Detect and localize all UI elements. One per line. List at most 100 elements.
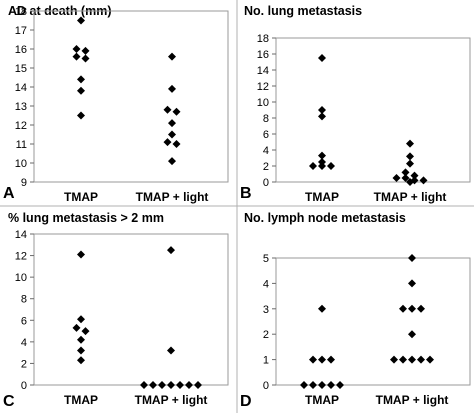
data-point xyxy=(408,254,416,262)
data-point xyxy=(327,381,335,389)
x-category-label: TMAP xyxy=(305,393,339,407)
data-point xyxy=(77,75,85,84)
plot-frame xyxy=(275,37,471,183)
y-tick-label: 4 xyxy=(263,278,269,290)
y-tick-label: 14 xyxy=(257,65,269,77)
y-tick-label: 4 xyxy=(263,145,269,157)
data-point xyxy=(399,304,407,313)
data-point xyxy=(185,381,193,389)
data-point xyxy=(399,355,407,364)
panel-C: % lung metastasis > 2 mm 0 2 4 6 8 10 12 14 TMAP T… xyxy=(3,211,229,410)
data-point xyxy=(77,346,85,355)
y-tick-label: 13 xyxy=(15,101,27,113)
data-point xyxy=(417,304,425,313)
panel-letter: C xyxy=(3,393,15,410)
data-point xyxy=(163,105,172,114)
data-point xyxy=(318,162,326,170)
data-point xyxy=(419,176,428,185)
y-tick-label: 8 xyxy=(21,294,27,306)
data-point xyxy=(406,178,414,186)
data-point xyxy=(77,356,85,365)
y-tick-label: 1 xyxy=(263,355,269,367)
data-point xyxy=(140,381,148,389)
data-point xyxy=(77,315,85,324)
plot-frame xyxy=(275,257,471,386)
x-category-label: TMAP xyxy=(64,393,98,407)
data-point xyxy=(168,157,176,166)
plot-frame xyxy=(33,10,229,183)
data-point xyxy=(318,106,326,114)
data-point xyxy=(149,381,157,389)
y-tick-label: 2 xyxy=(21,358,27,370)
data-point xyxy=(406,152,414,161)
x-category-label: TMAP xyxy=(64,190,98,204)
y-tick-label: 6 xyxy=(21,315,27,327)
data-point xyxy=(77,335,85,344)
y-tick-label: 14 xyxy=(15,229,27,241)
data-point xyxy=(163,138,172,147)
x-category-label: TMAP + light xyxy=(374,190,447,204)
x-category-label: TMAP xyxy=(305,190,339,204)
data-point xyxy=(318,54,326,62)
y-tick-label: 2 xyxy=(263,161,269,173)
y-tick-label: 8 xyxy=(263,113,269,125)
y-tick-label: 0 xyxy=(263,177,269,189)
panel-letter: B xyxy=(240,185,252,202)
y-tick-label: 12 xyxy=(15,120,27,132)
data-point xyxy=(300,381,308,389)
y-tick-label: 4 xyxy=(21,337,27,349)
y-tick-label: 18 xyxy=(257,33,269,45)
y-tick-label: 12 xyxy=(257,81,269,93)
data-point xyxy=(77,250,85,259)
data-point xyxy=(408,279,416,288)
data-point xyxy=(426,355,434,364)
data-point xyxy=(408,304,416,313)
y-tick-label: 3 xyxy=(263,304,269,316)
y-tick-label: 17 xyxy=(15,25,27,37)
data-point xyxy=(406,159,414,168)
data-point xyxy=(318,304,326,313)
data-point xyxy=(408,330,416,339)
y-tick-label: 10 xyxy=(15,158,27,170)
y-tick-label: 16 xyxy=(15,44,27,56)
y-tick-label: 10 xyxy=(15,272,27,284)
data-point xyxy=(390,355,398,364)
data-point xyxy=(72,323,81,332)
panel-letter: A xyxy=(3,185,15,202)
y-tick-label: 18 xyxy=(15,6,27,18)
data-point xyxy=(168,52,176,61)
data-point xyxy=(168,130,176,139)
data-point xyxy=(327,162,335,170)
panel-B: No. lung metastasis 0 2 4 6 8 10 12 14 16 18 TMAP TM… xyxy=(240,4,471,204)
data-point xyxy=(81,54,90,63)
x-category-label: TMAP + light xyxy=(136,190,209,204)
x-category-label: TMAP + light xyxy=(376,393,449,407)
data-point xyxy=(172,107,181,116)
data-point xyxy=(77,111,85,120)
y-tick-label: 6 xyxy=(263,129,269,141)
panel-letter: D xyxy=(240,393,252,410)
data-point xyxy=(318,151,326,160)
panel-title: % lung metastasis > 2 mm xyxy=(8,211,164,225)
data-point xyxy=(336,381,344,389)
data-point xyxy=(417,355,425,364)
data-point xyxy=(72,45,81,53)
y-tick-label: 16 xyxy=(257,49,269,61)
data-point xyxy=(392,174,401,182)
y-tick-label: 14 xyxy=(15,82,27,94)
data-point xyxy=(77,16,85,25)
y-tick-label: 10 xyxy=(257,97,269,109)
data-point xyxy=(309,162,317,170)
y-tick-label: 12 xyxy=(15,251,27,263)
data-point xyxy=(168,84,176,93)
data-point xyxy=(309,381,317,389)
y-tick-label: 5 xyxy=(263,253,269,265)
plot-frame xyxy=(33,233,229,386)
data-point xyxy=(318,355,326,364)
panel-title: No. lung metastasis xyxy=(244,4,362,18)
y-tick-label: 0 xyxy=(21,380,27,392)
data-point xyxy=(176,381,184,389)
data-point xyxy=(401,168,410,177)
